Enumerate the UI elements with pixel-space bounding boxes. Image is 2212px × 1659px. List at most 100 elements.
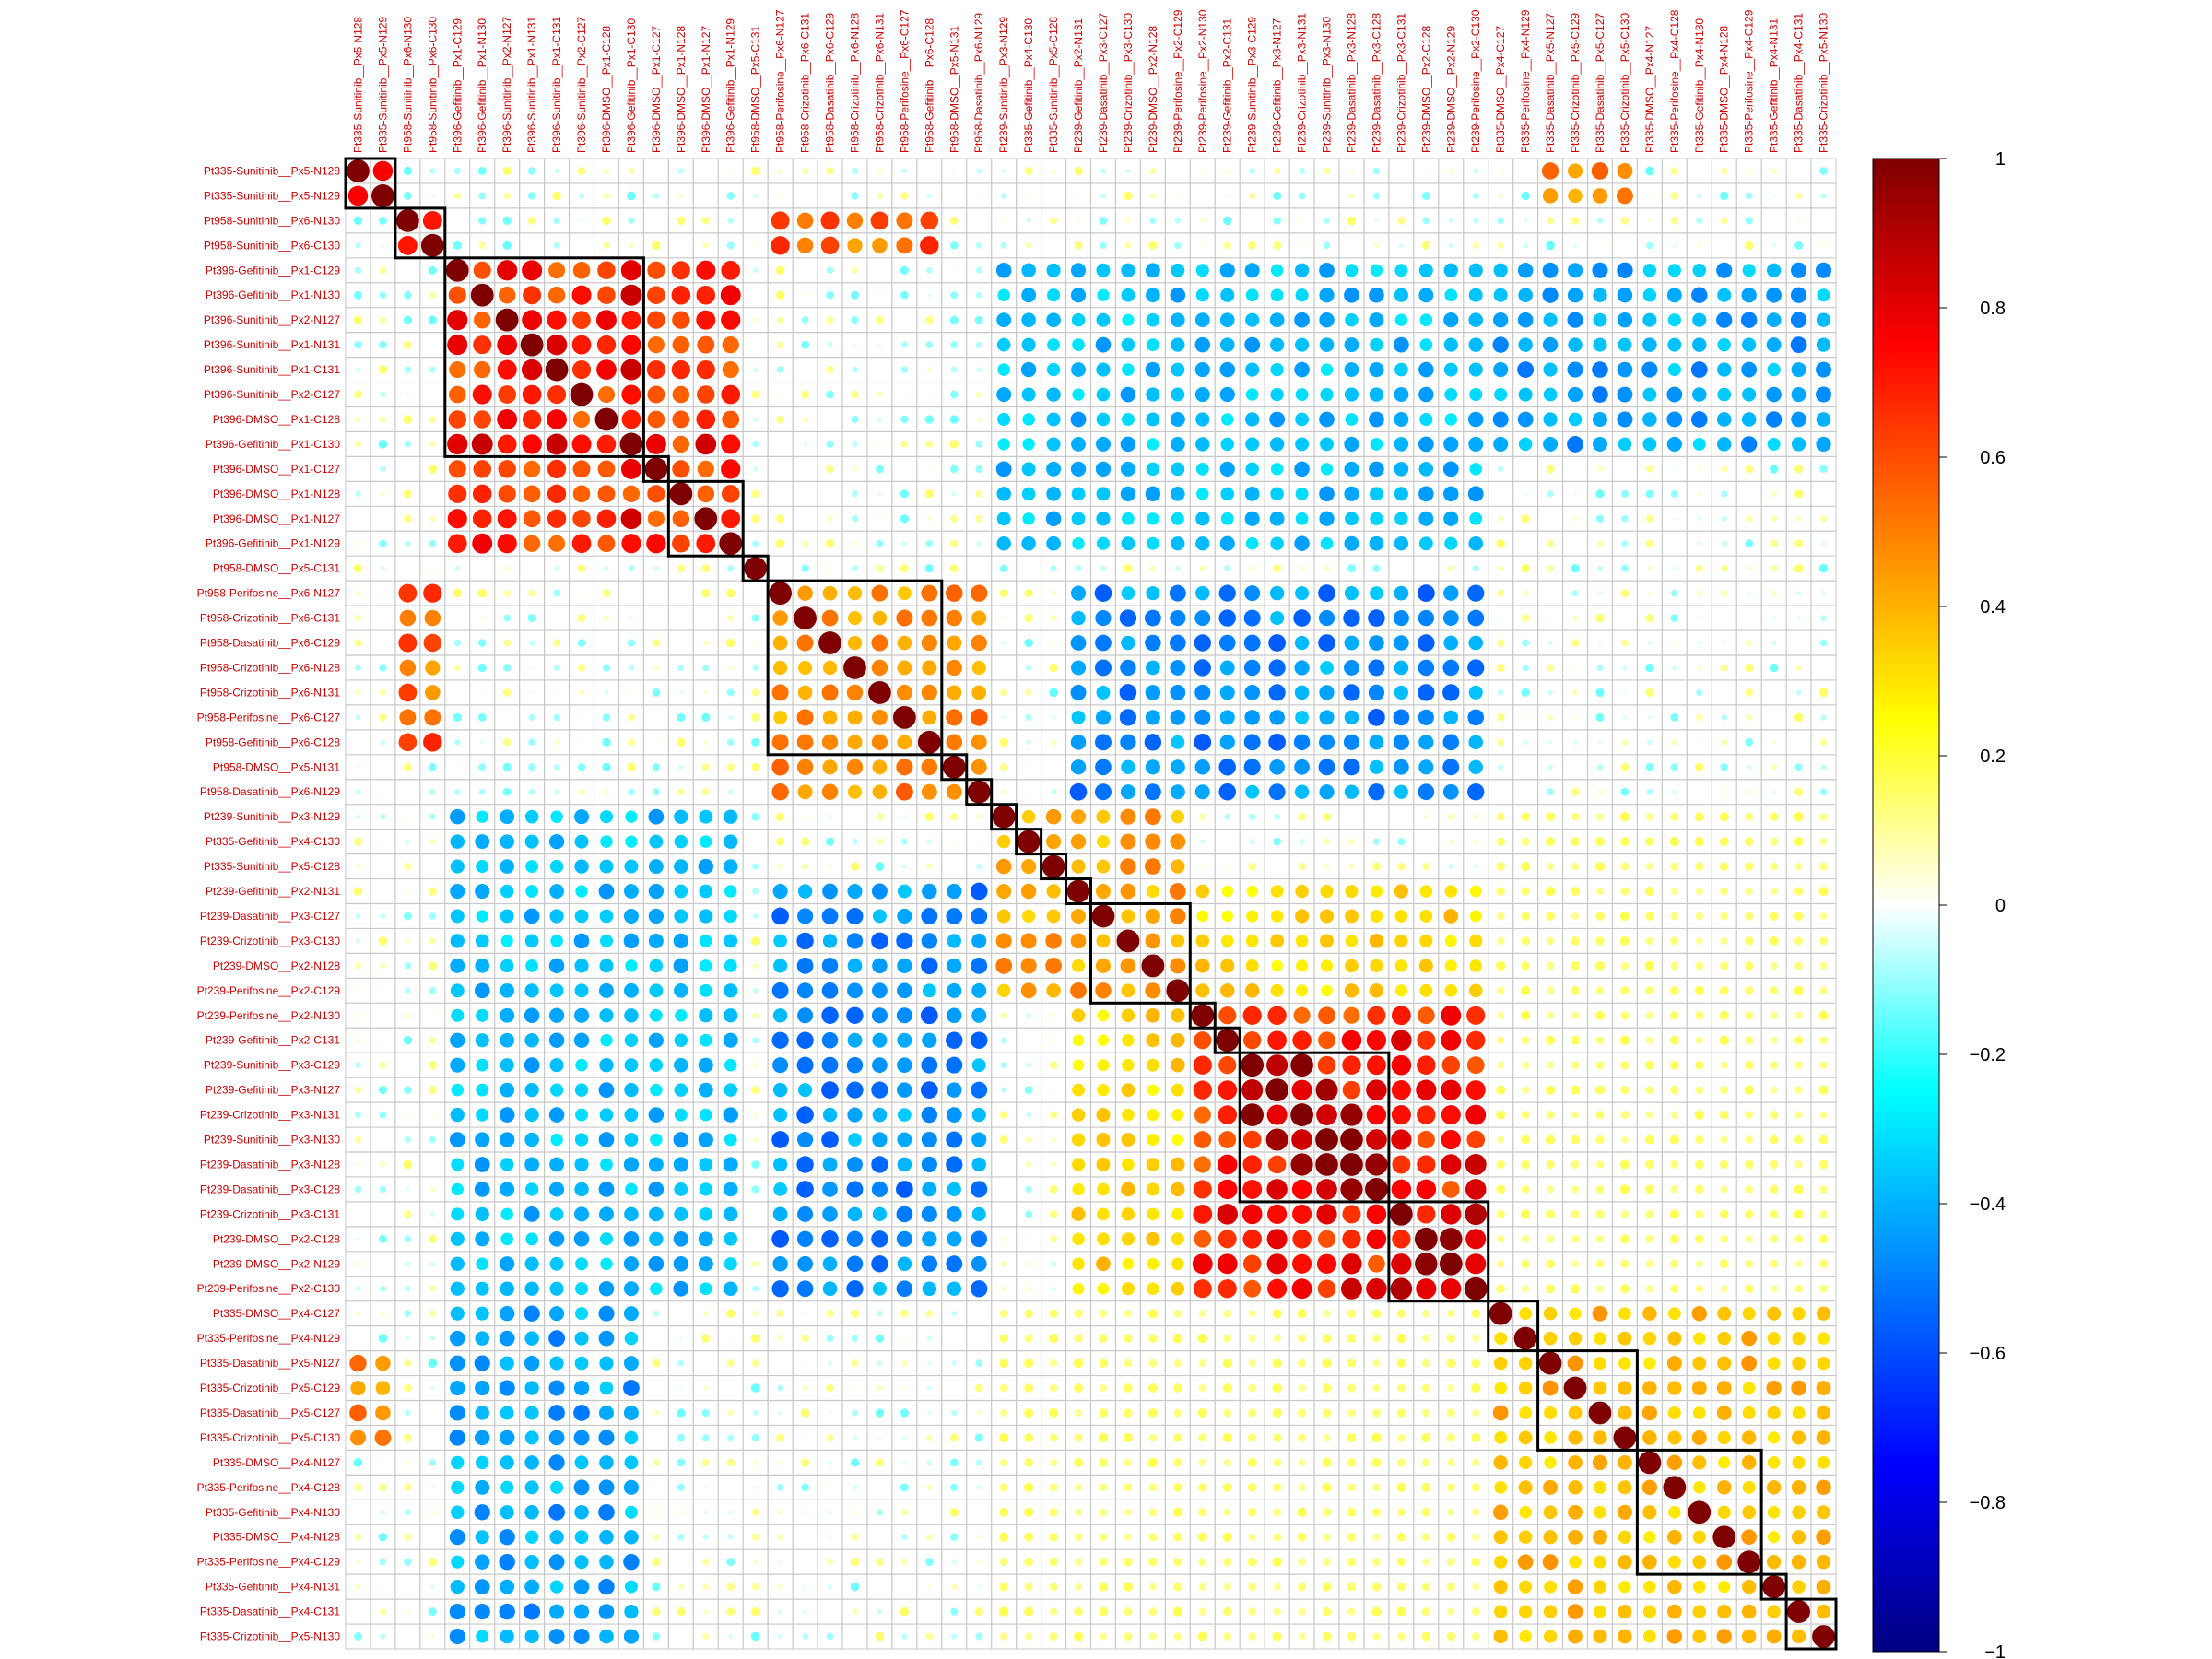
legend-tick-label: −0.2 bbox=[1970, 1045, 2006, 1065]
correlation-circle bbox=[1170, 437, 1185, 452]
correlation-circle bbox=[1050, 565, 1057, 572]
correlation-circle bbox=[1467, 486, 1484, 502]
correlation-circle bbox=[353, 315, 363, 324]
correlation-circle bbox=[599, 1381, 614, 1395]
correlation-circle bbox=[1595, 1036, 1605, 1045]
correlation-circle bbox=[952, 839, 957, 844]
correlation-circle bbox=[876, 813, 884, 821]
correlation-circle bbox=[1591, 162, 1609, 180]
correlation-circle bbox=[546, 334, 568, 356]
correlation-circle bbox=[922, 883, 937, 900]
correlation-circle bbox=[1820, 193, 1827, 199]
correlation-circle bbox=[1447, 565, 1454, 572]
correlation-circle bbox=[1418, 759, 1434, 775]
correlation-circle bbox=[1369, 411, 1384, 428]
correlation-circle bbox=[1718, 1581, 1731, 1594]
correlation-circle bbox=[475, 1406, 489, 1420]
correlation-circle bbox=[1124, 1334, 1133, 1343]
correlation-circle bbox=[727, 1434, 735, 1441]
correlation-circle bbox=[1596, 465, 1604, 473]
correlation-circle bbox=[1468, 337, 1483, 352]
correlation-circle bbox=[1571, 689, 1579, 696]
correlation-circle bbox=[1818, 1159, 1829, 1170]
correlation-circle bbox=[1195, 437, 1210, 452]
correlation-circle bbox=[1146, 1033, 1160, 1048]
correlation-circle bbox=[573, 1007, 590, 1023]
correlation-circle bbox=[926, 1335, 933, 1341]
correlation-circle bbox=[1769, 1135, 1779, 1145]
correlation-circle bbox=[1393, 734, 1409, 750]
correlation-circle bbox=[977, 1312, 981, 1315]
correlation-circle bbox=[1340, 1277, 1362, 1300]
correlation-circle bbox=[621, 534, 641, 554]
correlation-circle bbox=[381, 840, 385, 844]
correlation-circle bbox=[1613, 1426, 1637, 1450]
correlation-circle bbox=[1225, 168, 1230, 174]
correlation-circle bbox=[470, 283, 494, 307]
column-label: Pt239-Perifosine__Px2-N130 bbox=[1196, 9, 1209, 153]
correlation-circle bbox=[1049, 1407, 1059, 1418]
correlation-circle bbox=[1318, 634, 1335, 652]
correlation-circle bbox=[1218, 1056, 1237, 1075]
correlation-circle bbox=[1771, 515, 1778, 523]
correlation-circle bbox=[1642, 412, 1657, 427]
correlation-circle bbox=[821, 684, 839, 701]
correlation-circle bbox=[821, 1006, 839, 1025]
correlation-circle bbox=[1249, 168, 1255, 174]
correlation-circle bbox=[946, 1206, 962, 1222]
correlation-circle bbox=[1368, 609, 1385, 627]
correlation-circle bbox=[548, 1430, 565, 1446]
cluster-box bbox=[940, 753, 969, 782]
correlation-circle bbox=[1745, 192, 1753, 200]
correlation-circle bbox=[1345, 413, 1359, 426]
correlation-circle bbox=[599, 959, 614, 973]
correlation-circle bbox=[1642, 312, 1657, 327]
correlation-circle bbox=[1796, 616, 1801, 620]
correlation-circle bbox=[778, 1609, 783, 1615]
correlation-circle bbox=[1046, 909, 1061, 924]
correlation-circle bbox=[450, 808, 465, 825]
correlation-circle bbox=[1272, 1359, 1282, 1369]
correlation-circle bbox=[846, 1230, 864, 1248]
correlation-circle bbox=[597, 460, 616, 478]
correlation-circle bbox=[1071, 512, 1086, 526]
correlation-circle bbox=[623, 1629, 640, 1644]
correlation-circle bbox=[1568, 1430, 1583, 1445]
correlation-circle bbox=[1222, 1432, 1232, 1443]
correlation-circle bbox=[1350, 244, 1353, 247]
correlation-circle bbox=[573, 1032, 590, 1048]
correlation-circle bbox=[1669, 1060, 1679, 1070]
correlation-circle bbox=[1222, 1482, 1232, 1492]
correlation-circle bbox=[1269, 759, 1285, 775]
correlation-circle bbox=[500, 1058, 514, 1073]
correlation-circle bbox=[1519, 1580, 1533, 1594]
correlation-circle bbox=[1472, 241, 1479, 249]
correlation-circle bbox=[573, 1579, 590, 1594]
correlation-circle bbox=[451, 1505, 465, 1520]
correlation-circle bbox=[1642, 264, 1657, 277]
correlation-circle bbox=[355, 490, 361, 498]
correlation-circle bbox=[1473, 814, 1479, 820]
correlation-circle bbox=[406, 1064, 409, 1066]
correlation-circle bbox=[1644, 887, 1654, 896]
correlation-circle bbox=[1717, 1331, 1732, 1346]
correlation-circle bbox=[897, 586, 912, 601]
correlation-circle bbox=[1794, 1160, 1803, 1169]
correlation-circle bbox=[455, 691, 459, 694]
correlation-circle bbox=[1147, 1109, 1159, 1122]
correlation-circle bbox=[1298, 1458, 1306, 1466]
row-label: Pt335-Crizotinib__Px5-N130 bbox=[200, 1630, 340, 1643]
correlation-circle bbox=[1347, 1383, 1356, 1393]
correlation-circle bbox=[1026, 765, 1031, 770]
correlation-circle bbox=[572, 410, 591, 429]
correlation-circle bbox=[877, 168, 883, 174]
correlation-circle bbox=[951, 1360, 958, 1366]
correlation-circle bbox=[1072, 338, 1085, 351]
correlation-circle bbox=[971, 957, 988, 974]
correlation-circle bbox=[724, 1083, 738, 1097]
correlation-circle bbox=[1024, 1532, 1034, 1542]
correlation-circle bbox=[674, 859, 688, 874]
correlation-circle bbox=[1248, 1607, 1257, 1616]
correlation-circle bbox=[1219, 461, 1235, 477]
correlation-circle bbox=[604, 565, 609, 571]
